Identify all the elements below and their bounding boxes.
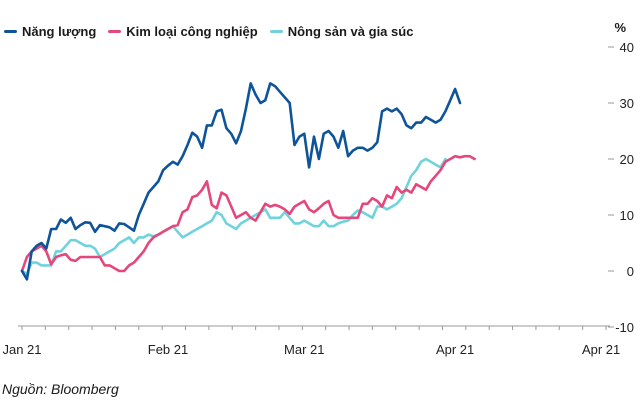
source-note: Nguồn: Bloomberg — [2, 381, 119, 397]
x-tick-label: Feb 21 — [148, 342, 188, 357]
line-chart: Jan 21 Feb 21 Mar 21 Apr 21 Apr 21 -10 0 10 20 30… — [2, 40, 634, 357]
x-tick-label: Mar 21 — [284, 342, 324, 357]
y-tick-label: 10 — [620, 208, 634, 223]
series-line-metals — [20, 154, 476, 273]
y-tick-label: -10 — [615, 320, 634, 335]
legend-swatch-metals — [108, 29, 122, 33]
legend-label-energy: Năng lượng — [22, 23, 97, 39]
legend-swatch-energy — [4, 29, 17, 33]
chart-legend: Năng lượng Kim loại công nghiệp Nông sản… — [4, 21, 425, 41]
y-axis-unit: % — [614, 20, 626, 35]
x-tick-label: Jan 21 — [2, 342, 41, 357]
series-line-agri — [20, 157, 447, 276]
y-tick-label: 0 — [627, 264, 634, 279]
x-tick-label: Apr 21 — [436, 342, 474, 357]
y-tick-label: 40 — [620, 40, 634, 55]
legend-swatch-agri — [269, 29, 283, 33]
series-line-energy — [20, 82, 462, 281]
legend-label-metals: Kim loại công nghiệp — [126, 23, 258, 39]
y-tick-label: 30 — [620, 96, 634, 111]
legend-item-agri: Nông sản và gia súc — [269, 23, 414, 39]
legend-item-metals: Kim loại công nghiệp — [108, 23, 258, 39]
y-tick-label: 20 — [620, 152, 634, 167]
legend-label-agri: Nông sản và gia súc — [287, 23, 414, 39]
legend-item-energy: Năng lượng — [4, 24, 96, 39]
x-tick-label: Apr 21 — [582, 342, 620, 357]
